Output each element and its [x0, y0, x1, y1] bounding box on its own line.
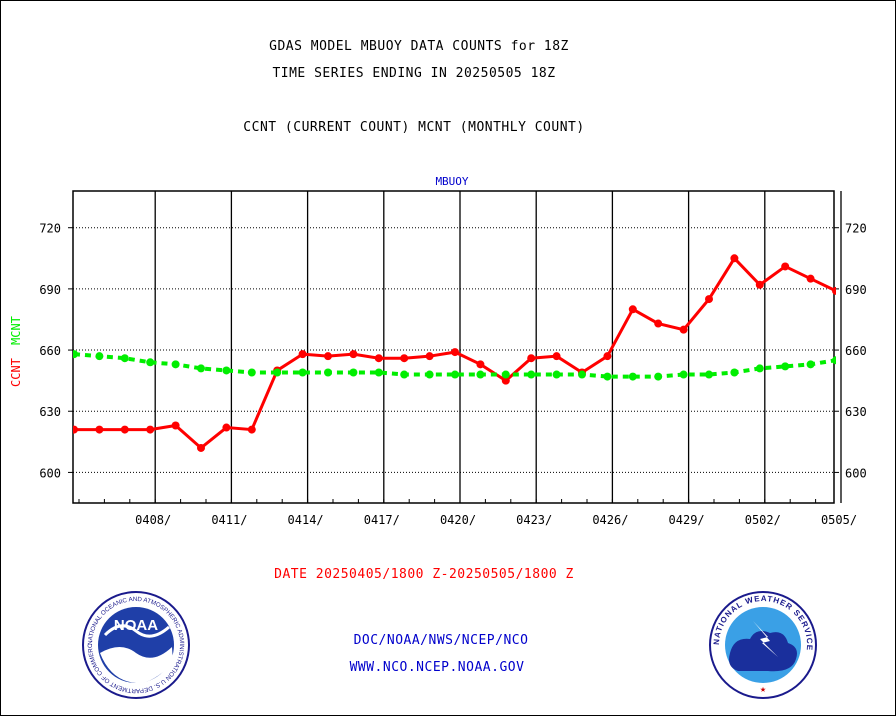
- x-tick-label: 0411/: [211, 513, 247, 527]
- data-point-mcnt: [73, 350, 78, 359]
- data-point-ccnt: [755, 280, 764, 289]
- data-point-ccnt: [374, 354, 383, 363]
- x-tick-label: 0502/: [745, 513, 781, 527]
- y-tick-label-right: 660: [845, 344, 867, 358]
- data-point-ccnt: [197, 443, 205, 452]
- data-point-ccnt: [603, 352, 612, 361]
- series-line-ccnt: [74, 255, 836, 450]
- y-tick-label-right: 600: [845, 466, 867, 480]
- y-tick-label-left: 690: [39, 283, 61, 297]
- data-point-ccnt: [857, 238, 865, 246]
- data-point-mcnt: [603, 372, 612, 381]
- x-tick-label: 0423/: [516, 513, 552, 527]
- data-point-mcnt: [679, 370, 688, 379]
- data-point-ccnt: [806, 274, 815, 283]
- y-tick-label-left: 600: [39, 466, 61, 480]
- series-line-mcnt: [73, 352, 836, 379]
- y-tick-label-right: 720: [845, 222, 867, 236]
- data-point-ccnt: [171, 421, 180, 430]
- data-point-mcnt: [578, 370, 586, 379]
- data-point-mcnt: [451, 370, 459, 379]
- data-point-mcnt: [476, 370, 485, 379]
- data-point-ccnt: [501, 376, 510, 385]
- x-tick-label: 0417/: [364, 513, 400, 527]
- x-tick-label: 0505/: [821, 513, 857, 527]
- data-point-ccnt: [654, 319, 663, 328]
- data-point-mcnt: [806, 360, 815, 369]
- title-line-1: GDAS MODEL MBUOY DATA COUNTS for 18Z: [269, 39, 569, 54]
- data-point-mcnt: [197, 364, 205, 373]
- chart-heading: MBUOY: [435, 175, 468, 188]
- data-point-ccnt: [95, 425, 104, 434]
- date-range-label: DATE 20250405/1800 Z-20250505/1800 Z: [274, 567, 574, 582]
- noaa-logo-text: NOAA: [114, 617, 158, 634]
- data-point-mcnt: [527, 370, 536, 379]
- x-tick-label: 0408/: [135, 513, 171, 527]
- x-tick-label: 0414/: [288, 513, 324, 527]
- data-point-mcnt: [425, 370, 434, 379]
- x-tick-label: 0420/: [440, 513, 476, 527]
- nco-website-link[interactable]: WWW.NCO.NCEP.NOAA.GOV: [349, 660, 525, 675]
- y-tick-label-left: 720: [39, 222, 61, 236]
- data-point-mcnt: [95, 352, 104, 361]
- data-point-mcnt: [222, 366, 231, 375]
- data-point-ccnt: [527, 354, 536, 363]
- data-point-mcnt: [349, 368, 358, 377]
- data-point-ccnt: [349, 350, 358, 359]
- data-point-ccnt: [298, 350, 307, 359]
- y-tick-label-left: 660: [39, 344, 61, 358]
- noaa-logo-icon[interactable]: NOAA NATIONAL OCEANIC AND ATMOSPHERIC AD…: [81, 591, 191, 699]
- data-point-ccnt: [146, 425, 155, 434]
- data-point-mcnt: [247, 368, 256, 377]
- data-point-ccnt: [400, 354, 409, 363]
- y-axis-label-mcnt: MCNT: [9, 316, 23, 345]
- svg-text:★: ★: [760, 684, 766, 695]
- data-point-mcnt: [273, 368, 282, 377]
- y-tick-label-left: 630: [39, 405, 61, 419]
- data-point-mcnt: [654, 372, 663, 381]
- data-point-mcnt: [324, 368, 332, 377]
- title-line-2: TIME SERIES ENDING IN 20250505 18Z: [272, 66, 556, 81]
- data-point-mcnt: [374, 368, 383, 377]
- data-point-mcnt: [781, 362, 790, 371]
- data-point-ccnt: [705, 295, 713, 304]
- data-point-mcnt: [832, 356, 836, 365]
- data-point-mcnt: [120, 354, 129, 363]
- data-point-mcnt: [552, 370, 561, 379]
- data-point-ccnt: [628, 305, 637, 314]
- data-point-mcnt: [298, 368, 307, 377]
- y-axis-label-ccnt: CCNT: [9, 358, 23, 387]
- data-point-mcnt: [400, 370, 409, 379]
- data-point-mcnt: [628, 372, 637, 381]
- x-tick-label: 0426/: [592, 513, 628, 527]
- data-point-mcnt: [146, 358, 155, 367]
- data-point-ccnt: [425, 352, 434, 361]
- data-point-mcnt: [730, 368, 739, 377]
- data-point-mcnt: [501, 370, 510, 379]
- data-point-ccnt: [781, 262, 790, 271]
- data-point-ccnt: [451, 348, 459, 357]
- y-tick-label-right: 690: [845, 283, 867, 297]
- legend-description: CCNT (CURRENT COUNT) MCNT (MONTHLY COUNT…: [243, 120, 585, 135]
- doc-noaa-link[interactable]: DOC/NOAA/NWS/NCEP/NCO: [353, 633, 529, 648]
- data-point-ccnt: [222, 423, 231, 432]
- plot-frame: [72, 190, 835, 504]
- data-point-mcnt: [171, 360, 180, 369]
- data-point-ccnt: [324, 352, 332, 361]
- data-point-ccnt: [120, 425, 129, 434]
- data-point-ccnt: [730, 254, 739, 263]
- nws-logo-icon[interactable]: NATIONAL WEATHER SERVICE ★: [708, 591, 818, 699]
- data-point-mcnt: [755, 364, 764, 373]
- data-point-ccnt: [73, 425, 78, 434]
- y-tick-label-right: 630: [845, 405, 867, 419]
- data-point-ccnt: [832, 286, 836, 295]
- data-point-ccnt: [679, 325, 688, 334]
- x-tick-label: 0429/: [669, 513, 705, 527]
- data-point-mcnt: [705, 370, 713, 379]
- data-point-ccnt: [552, 352, 561, 361]
- data-point-ccnt: [476, 360, 485, 369]
- data-point-ccnt: [247, 425, 256, 434]
